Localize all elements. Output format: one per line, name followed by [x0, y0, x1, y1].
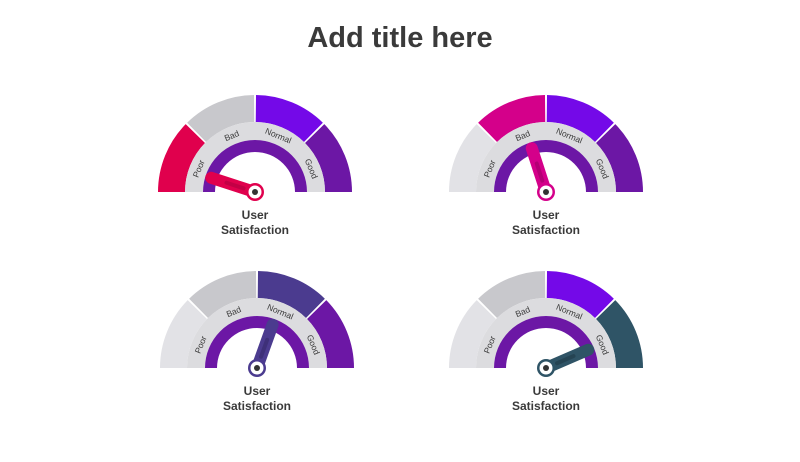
gauge-hub-dot [252, 189, 258, 195]
gauge-hub-dot [543, 189, 549, 195]
gauge-caption: User Satisfaction [436, 384, 656, 414]
gauge-caption-line2: Satisfaction [511, 223, 580, 237]
gauge-caption-line1: User [241, 208, 269, 222]
gauge-needle-shade [259, 337, 270, 359]
gauge-segment-normal [255, 95, 323, 142]
gauge-needle-shade [555, 354, 576, 366]
gauge-caption: User Satisfaction [145, 208, 365, 238]
gauge-segment-normal [546, 95, 614, 142]
gauge-segment-poor [160, 300, 207, 368]
gauge-hub-dot [254, 365, 260, 371]
gauge-segment-poor [449, 124, 496, 192]
gauge-segment-bad [478, 271, 546, 318]
page-title: Add title here [307, 22, 493, 54]
gauge-normal: Poor Bad Normal Good User Satisfaction [147, 262, 367, 462]
gauge-segment-good [596, 124, 643, 192]
gauge-label-band [476, 298, 616, 368]
gauge-segment-good [305, 124, 352, 192]
gauge-inner-arc [203, 140, 307, 192]
gauge-segment-normal [257, 271, 325, 318]
gauge-caption-line2: Satisfaction [511, 399, 580, 413]
gauge-inner-arc [494, 316, 598, 368]
gauge-caption-line2: Satisfaction [222, 399, 291, 413]
gauge-label-band [185, 122, 325, 192]
gauge-label-band [187, 298, 327, 368]
gauge-label-band [476, 122, 616, 192]
gauge-segment-good [307, 300, 354, 368]
gauge-poor: Poor Bad Normal Good User Satisfaction [145, 86, 365, 286]
gauge-caption-line2: Satisfaction [220, 223, 289, 237]
gauge-hub-dot [543, 365, 549, 371]
gauge-needle-shade [224, 180, 246, 191]
gauge-caption-line1: User [243, 384, 271, 398]
gauge-caption: User Satisfaction [147, 384, 367, 414]
gauge-segment-normal [546, 271, 614, 318]
gauge-needle-shade [534, 161, 545, 183]
gauge-inner-arc [205, 316, 309, 368]
gauge-caption: User Satisfaction [436, 208, 656, 238]
gauge-segment-poor [449, 300, 496, 368]
gauge-inner-arc [494, 140, 598, 192]
gauge-segment-poor [158, 124, 205, 192]
gauge-caption-line1: User [532, 208, 560, 222]
gauge-segment-bad [478, 95, 546, 142]
gauge-good: Poor Bad Normal Good User Satisfaction [436, 262, 656, 462]
gauge-segment-bad [189, 271, 257, 318]
gauge-segment-bad [187, 95, 255, 142]
gauge-bad: Poor Bad Normal Good User Satisfaction [436, 86, 656, 286]
gauge-caption-line1: User [532, 384, 560, 398]
gauge-segment-good [596, 300, 643, 368]
